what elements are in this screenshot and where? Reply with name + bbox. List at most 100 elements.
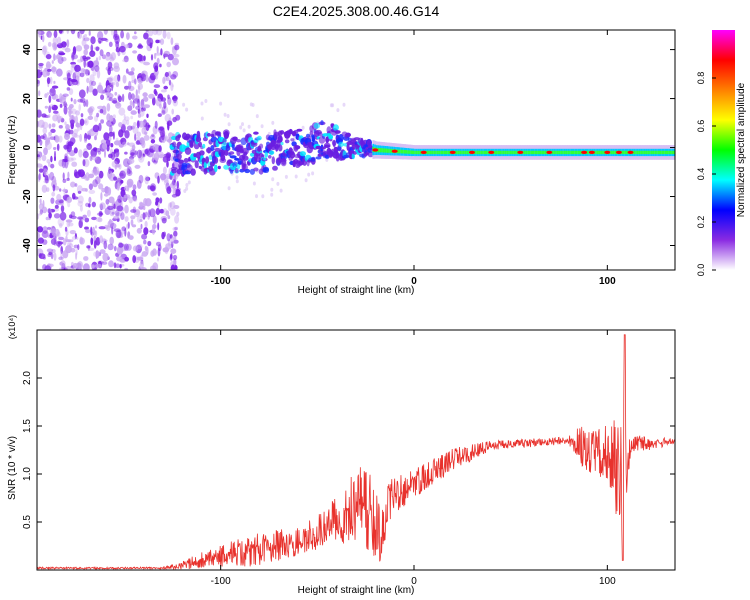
spectrogram-noise-blob <box>150 54 154 61</box>
spectrogram-noise-blob <box>113 176 118 181</box>
spectrogram-noise-blob <box>276 181 280 186</box>
spectrogram-noise-blob <box>59 103 63 108</box>
spectrogram-noise-blob <box>113 203 116 210</box>
spectrogram-noise-blob <box>38 168 44 173</box>
spectrogram-noise-blob <box>65 219 73 223</box>
spectrogram-signal-blob <box>290 151 295 155</box>
spectrogram-signal-blob <box>190 168 196 176</box>
spectrogram-band-core <box>570 150 573 155</box>
spectrogram-noise-blob <box>99 202 106 210</box>
spectrogram-noise-blob <box>45 54 52 60</box>
spectrogram-noise-blob <box>151 133 155 137</box>
spectrogram-band-core <box>502 150 506 155</box>
spectrogram-noise-blob <box>82 159 86 167</box>
spectrogram-noise-blob <box>70 157 77 161</box>
spectrogram-y-tick-label: -20 <box>22 189 33 204</box>
spectrogram-noise-blob <box>37 226 44 233</box>
spectrogram-noise-blob <box>68 243 74 248</box>
snr-y-tick-label: 1.5 <box>22 419 33 433</box>
spectrogram-band-core <box>419 150 422 155</box>
spectrogram-noise-blob <box>50 238 57 246</box>
spectrogram-noise-blob <box>38 90 41 97</box>
colorbar-label: Normalized spectral amplitude <box>736 82 747 217</box>
spectrogram-noise-blob <box>63 187 66 196</box>
spectrogram-noise-blob <box>38 172 42 181</box>
spectrogram-noise-blob <box>75 249 78 256</box>
spectrogram-noise-blob <box>143 32 149 40</box>
spectrogram-noise-blob <box>185 107 189 112</box>
spectrogram-signal-blob <box>277 135 283 143</box>
spectrogram-noise-blob <box>136 256 144 261</box>
spectrogram-noise-blob <box>294 174 298 179</box>
spectrogram-noise-blob <box>137 113 142 118</box>
spectrogram-noise-blob <box>86 209 91 217</box>
spectrogram-signal-blob <box>217 165 221 170</box>
spectrogram-noise-blob <box>135 140 141 145</box>
spectrogram-noise-blob <box>118 122 123 128</box>
spectrogram-noise-blob <box>95 250 100 259</box>
spectrogram-noise-blob <box>173 236 177 241</box>
spectrogram-band-core <box>543 150 546 155</box>
spectrogram-band-core <box>426 150 429 155</box>
spectrogram-noise-blob <box>157 247 161 257</box>
spectrogram-noise-blob <box>131 189 137 197</box>
spectrogram-x-tick-label: 100 <box>599 276 616 287</box>
spectrogram-noise-blob <box>147 124 151 128</box>
spectrogram-noise-blob <box>150 139 156 144</box>
spectrogram-noise-blob <box>75 110 80 116</box>
spectrogram-noise-blob <box>41 124 45 128</box>
spectrogram-noise-blob <box>226 114 230 118</box>
spectrogram-signal-blob <box>171 141 177 148</box>
spectrogram-noise-blob <box>103 240 108 250</box>
spectrogram-noise-blob <box>117 95 122 103</box>
spectrogram-noise-blob <box>110 222 117 230</box>
spectrogram-noise-blob <box>106 225 111 231</box>
spectrogram-noise-blob <box>72 262 78 269</box>
spectrogram-noise-blob <box>174 44 180 51</box>
spectrogram-band-core <box>576 150 579 155</box>
spectrogram-noise-blob <box>149 185 156 192</box>
spectrogram-noise-blob <box>110 143 114 148</box>
spectrogram-noise-blob <box>110 52 116 61</box>
spectrogram-noise-blob <box>105 198 110 205</box>
spectrogram-noise-blob <box>79 118 85 126</box>
spectrogram-signal-blob <box>333 146 339 153</box>
spectrogram-noise-blob <box>131 73 136 82</box>
spectrogram-noise-blob <box>120 212 125 220</box>
spectrogram-noise-blob <box>42 127 48 134</box>
spectrogram-noise-blob <box>58 159 65 167</box>
spectrogram-noise-blob <box>134 164 141 169</box>
spectrogram-band-core <box>496 150 499 155</box>
spectrogram-noise-blob <box>49 87 56 97</box>
spectrogram-noise-blob <box>255 194 258 199</box>
spectrogram-noise-blob <box>78 89 86 99</box>
spectrogram-noise-blob <box>108 196 115 204</box>
spectrogram-noise-blob <box>42 121 49 129</box>
spectrogram-noise-blob <box>136 227 142 234</box>
spectrogram-noise-blob <box>304 178 308 183</box>
spectrogram-noise-blob <box>43 168 48 176</box>
spectrogram-band-core <box>379 148 382 153</box>
spectrogram-band-core <box>671 150 674 155</box>
spectrogram-frame <box>36 29 676 271</box>
spectrogram-noise-blob <box>56 193 62 202</box>
spectrogram-band-core <box>400 149 403 154</box>
spectrogram-noise-blob <box>126 170 133 177</box>
spectrogram-noise-blob <box>73 244 79 249</box>
spectrogram-noise-blob <box>124 116 130 122</box>
spectrogram-noise-blob <box>39 139 43 146</box>
spectrogram-noise-blob <box>284 174 288 179</box>
spectrogram-noise-blob <box>152 192 158 196</box>
spectrogram-noise-blob <box>147 215 150 220</box>
spectrogram-noise-blob <box>131 80 135 84</box>
spectrogram-noise-blob <box>74 171 81 179</box>
spectrogram-noise-blob <box>155 30 163 36</box>
spectrogram-noise-layer <box>37 30 346 270</box>
spectrogram-noise-blob <box>132 35 138 40</box>
spectrogram-noise-blob <box>185 183 189 187</box>
spectrogram-noise-blob <box>111 211 115 215</box>
spectrogram-signal-blob <box>345 132 351 138</box>
snr-x-tick-label: 0 <box>411 576 417 587</box>
spectrogram-signal-blob <box>280 159 287 167</box>
